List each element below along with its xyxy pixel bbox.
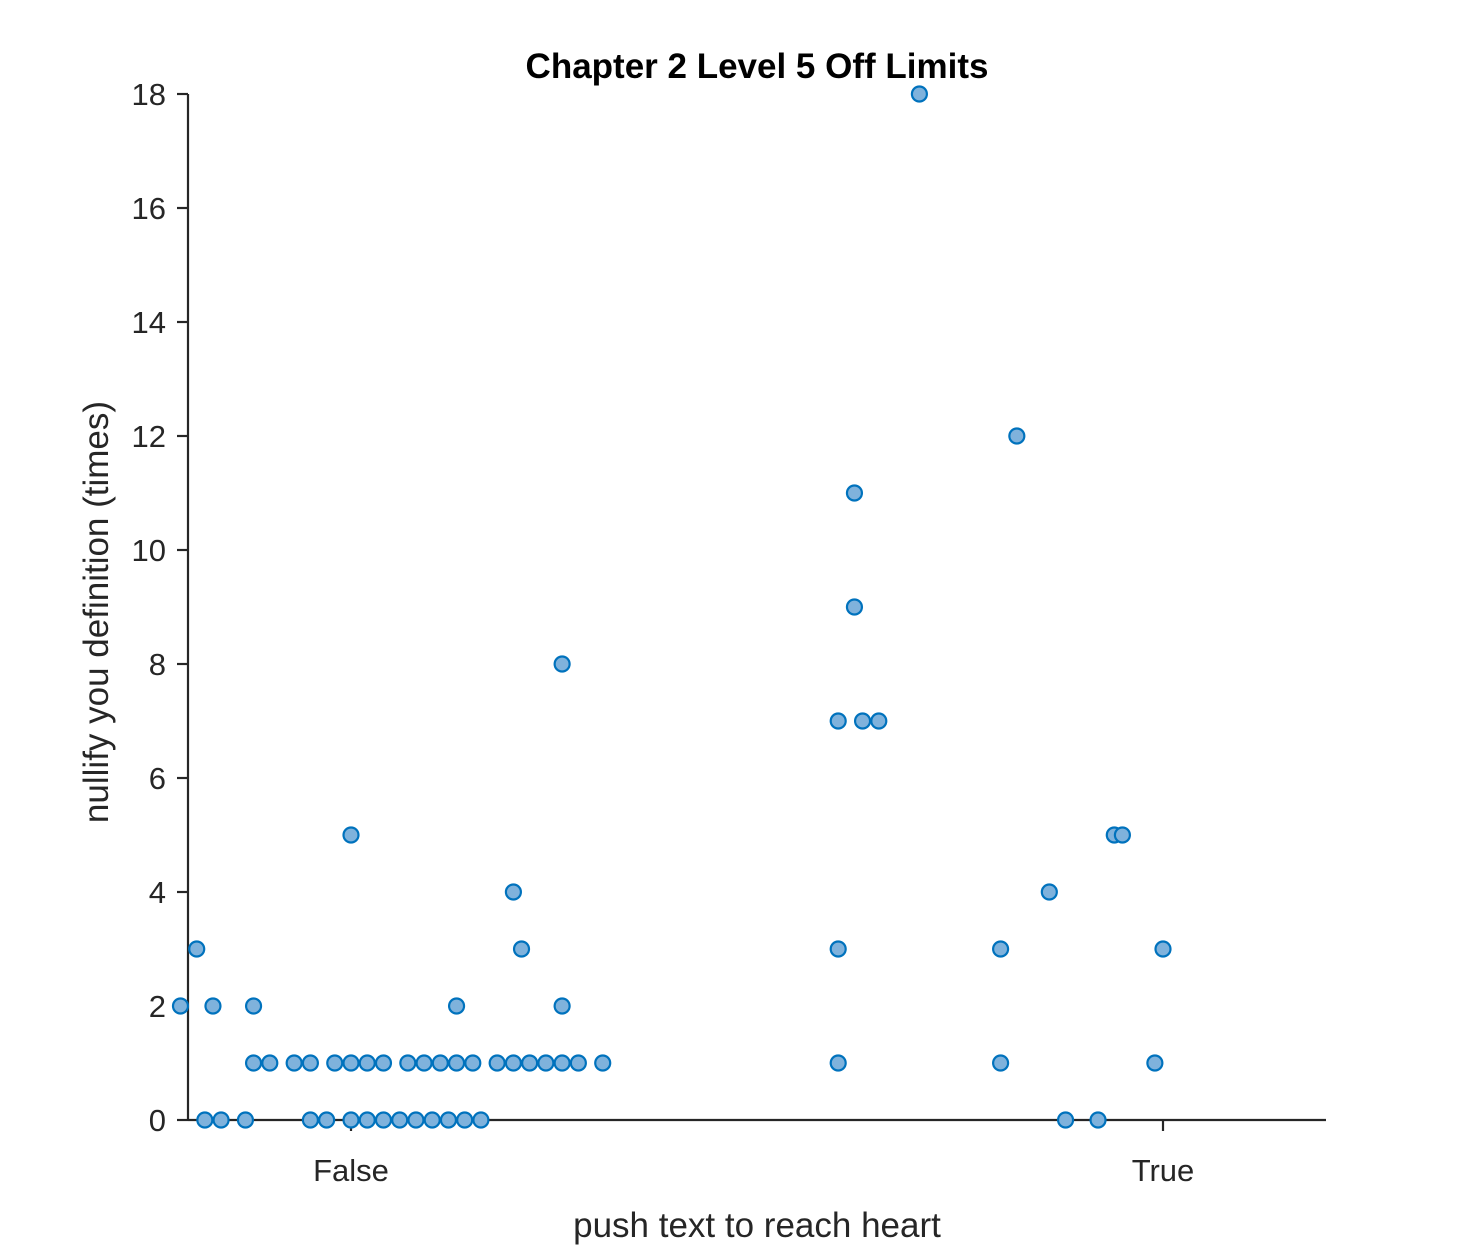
y-axis-title: nullify you definition (times): [77, 401, 116, 823]
data-point: [342, 826, 360, 844]
data-point: [991, 1054, 1010, 1072]
data-point: [845, 484, 864, 502]
y-tick-label: 16: [132, 191, 166, 226]
data-point: [553, 997, 571, 1015]
data-points: [171, 85, 1172, 1129]
data-point: [358, 1111, 376, 1129]
data-point: [1008, 427, 1026, 445]
data-point: [537, 1054, 555, 1072]
y-tick-label: 10: [132, 533, 166, 568]
data-point: [188, 940, 206, 958]
data-point: [504, 883, 523, 901]
y-tick-label: 0: [149, 1103, 166, 1138]
data-point: [374, 1111, 393, 1129]
data-point: [196, 1111, 214, 1129]
data-point: [1146, 1054, 1164, 1072]
data-point: [1040, 883, 1058, 901]
data-point: [504, 1054, 523, 1072]
data-point: [431, 1054, 449, 1072]
data-point: [407, 1111, 425, 1129]
y-tick-label: 2: [149, 989, 166, 1024]
data-point: [326, 1054, 344, 1072]
x-tick-label: True: [1132, 1153, 1195, 1188]
data-point: [204, 997, 222, 1015]
y-tick-label: 4: [149, 875, 166, 910]
data-point: [464, 1054, 482, 1072]
data-point: [285, 1054, 303, 1072]
data-point: [594, 1054, 612, 1072]
data-point: [301, 1111, 319, 1129]
data-point: [488, 1054, 506, 1072]
data-point: [423, 1111, 441, 1129]
data-point: [521, 1054, 539, 1072]
data-point: [1089, 1111, 1107, 1129]
data-point: [1154, 940, 1172, 958]
data-point: [991, 940, 1010, 958]
data-point: [1113, 826, 1132, 844]
y-axis: 0 2 4 6 8 10 12 14 16 18: [132, 77, 190, 1138]
y-tick-label: 12: [132, 419, 166, 454]
data-point: [439, 1111, 458, 1129]
data-point: [415, 1054, 433, 1072]
data-point: [853, 712, 872, 730]
data-point: [1056, 1111, 1075, 1129]
data-point: [358, 1054, 376, 1072]
y-tick-label: 18: [132, 77, 166, 112]
data-point: [829, 1054, 847, 1072]
data-point: [236, 1111, 255, 1129]
x-axis-title: push text to reach heart: [573, 1206, 941, 1245]
data-point: [472, 1111, 490, 1129]
data-point: [553, 655, 571, 673]
data-point: [244, 997, 263, 1015]
data-point: [845, 598, 864, 616]
data-point: [244, 1054, 263, 1072]
data-point: [342, 1111, 360, 1129]
data-point: [829, 712, 847, 730]
data-point: [212, 1111, 230, 1129]
data-point: [569, 1054, 587, 1072]
y-tick-label: 8: [149, 647, 166, 682]
data-point: [318, 1111, 336, 1129]
data-point: [456, 1111, 474, 1129]
data-point: [342, 1054, 360, 1072]
data-point: [261, 1054, 279, 1072]
x-tick-label: False: [313, 1153, 389, 1188]
data-point: [374, 1054, 393, 1072]
data-point: [171, 997, 190, 1015]
data-point: [910, 85, 929, 103]
data-point: [399, 1054, 417, 1072]
data-point: [447, 997, 466, 1015]
data-point: [447, 1054, 466, 1072]
data-point: [512, 940, 531, 958]
x-axis: False True: [188, 1118, 1326, 1188]
y-tick-label: 14: [132, 305, 166, 340]
y-tick-label: 6: [149, 761, 166, 796]
data-point: [829, 940, 847, 958]
chart-title: Chapter 2 Level 5 Off Limits: [526, 47, 989, 86]
data-point: [553, 1054, 571, 1072]
data-point: [301, 1054, 319, 1072]
data-point: [870, 712, 888, 730]
data-point: [391, 1111, 409, 1129]
